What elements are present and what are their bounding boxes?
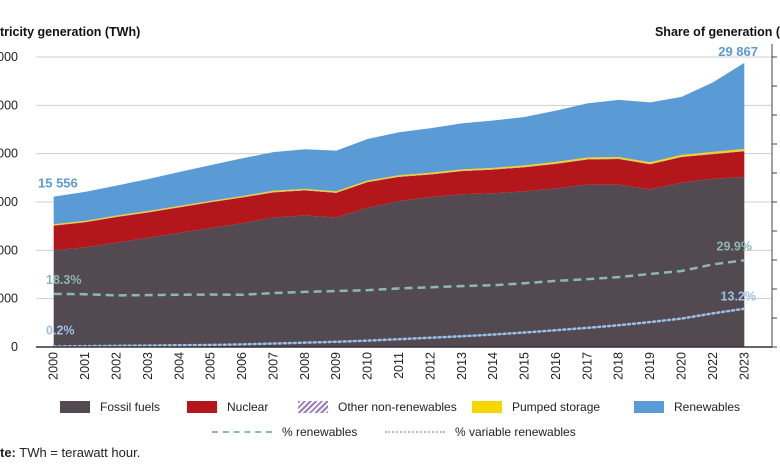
x-tick-label: 2003 [141, 352, 155, 380]
note-label: te: [0, 445, 16, 460]
x-tick-label: 2016 [549, 352, 563, 380]
left-axis-title: tricity generation (TWh) [0, 25, 140, 39]
x-tick-label: 2022 [706, 352, 720, 380]
area-nuclear [53, 151, 745, 251]
pct-variable-swatch [385, 431, 445, 433]
fossil-swatch [60, 401, 90, 413]
share-lines [52, 259, 746, 348]
legend-label-fossil: Fossil fuels [100, 400, 161, 414]
x-tick-label: 2023 [737, 352, 751, 380]
y-tick-label: 000 [0, 50, 18, 64]
stacked-areas [53, 62, 745, 347]
x-tick-label: 2009 [329, 352, 343, 380]
legend-item-other: Other non-renewables [298, 400, 457, 414]
legend-label-pct-variable: % variable renewables [455, 425, 576, 439]
x-tick-label: 2019 [643, 352, 657, 380]
right-axis-title: Share of generation ( [655, 25, 780, 39]
legend-label-other: Other non-renewables [338, 400, 457, 414]
x-tick-label: 2000 [47, 352, 61, 380]
x-tick-label: 2006 [235, 352, 249, 380]
pct-renewables-line [53, 259, 745, 297]
x-tick-label: 2017 [580, 352, 594, 380]
footnote: te: TWh = terawatt hour. [0, 445, 140, 460]
legend-item-pumped: Pumped storage [472, 400, 600, 414]
x-tick-label: 2008 [298, 352, 312, 380]
other-swatch [298, 401, 328, 413]
renewables-swatch [634, 401, 664, 413]
x-tick-label: 2002 [109, 352, 123, 380]
area-other-non-renewables [53, 150, 745, 226]
pumped-swatch [472, 401, 502, 413]
pct-renewables-start-label: 18.3% [46, 273, 81, 287]
x-tick-label: 2007 [266, 352, 280, 380]
y-tick-label: 000 [0, 147, 18, 161]
pct-variable-line [52, 307, 746, 348]
y-tick-label: 000 [0, 98, 18, 112]
x-tick-label: 2005 [204, 352, 218, 380]
x-tick-label: 2014 [486, 352, 500, 380]
x-tick-label: 2004 [172, 352, 186, 380]
x-tick-label: 2010 [361, 352, 375, 380]
x-tick-label: 2001 [78, 352, 92, 380]
total-end-label: 29 867 [718, 44, 758, 59]
pct-variable-start-label: 0.2% [46, 323, 75, 337]
area-pumped-storage [53, 148, 745, 226]
x-tick-label: 2015 [518, 352, 532, 380]
note-text: TWh = terawatt hour. [19, 445, 141, 460]
y-tick-label: 000 [0, 292, 18, 306]
x-tick-label: 2012 [423, 352, 437, 380]
nuclear-swatch [187, 401, 217, 413]
annotations: 15 556 29 867 18.3% 29.9% 0.2% 13.2% [38, 44, 758, 338]
legend-item-pct-renewables: % renewables [212, 425, 357, 439]
x-tick-label: 2013 [455, 352, 469, 380]
legend-item-pct-variable: % variable renewables [385, 425, 576, 439]
x-tick-label: 2018 [612, 352, 626, 380]
legend-label-nuclear: Nuclear [227, 400, 269, 414]
legend-label-pumped: Pumped storage [512, 400, 601, 414]
pct-renewables-end-label: 29.9% [717, 239, 752, 253]
y-tick-label: 0 [11, 340, 18, 354]
x-tick-label: 2011 [392, 352, 406, 379]
pct-renewables-swatch [212, 431, 272, 433]
y-tick-label: 000 [0, 243, 18, 257]
legend-label-pct-renewables: % renewables [282, 425, 358, 439]
legend-label-renewables: Renewables [674, 400, 741, 414]
legend-item-fossil: Fossil fuels [60, 400, 160, 414]
area-fossil-fuels [53, 176, 745, 347]
legend-item-nuclear: Nuclear [187, 400, 268, 414]
pct-variable-end-label: 13.2% [721, 290, 756, 304]
total-start-label: 15 556 [38, 176, 78, 191]
x-tick-label: 2020 [675, 352, 689, 380]
area-renewables [53, 62, 745, 225]
legend-item-renewables: Renewables [634, 400, 740, 414]
y-tick-label: 000 [0, 195, 18, 209]
